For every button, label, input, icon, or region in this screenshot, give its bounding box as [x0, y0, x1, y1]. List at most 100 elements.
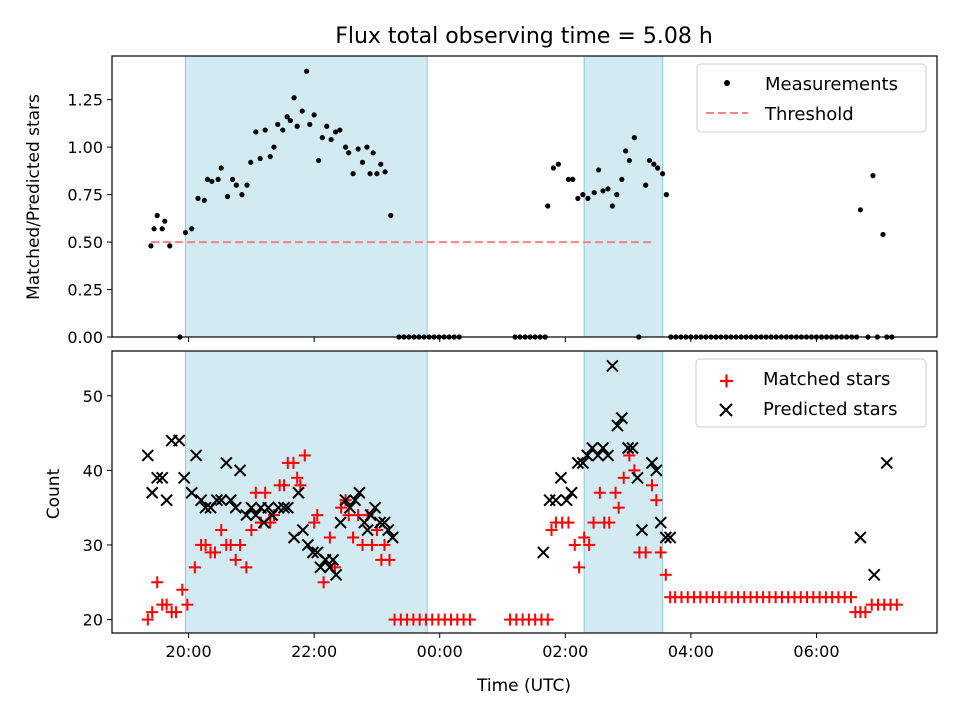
measurement-point — [248, 159, 254, 165]
predicted-star-point — [314, 561, 327, 574]
predicted-star-point — [339, 493, 352, 507]
matched-star-point — [181, 598, 194, 611]
measurement-point — [367, 171, 373, 177]
predicted-star-point — [199, 501, 212, 514]
matched-star-point — [583, 538, 596, 551]
matched-star-point — [562, 516, 575, 529]
measurement-point — [382, 169, 388, 175]
matched-star-point — [323, 531, 336, 544]
bottom-shade-0 — [184, 350, 428, 634]
measurement-point — [660, 171, 666, 177]
measurement-point — [622, 148, 629, 154]
matched-star-point — [259, 486, 272, 499]
predicted-star-point — [240, 508, 253, 522]
measurement-point — [591, 190, 597, 196]
matched-star-point — [278, 479, 291, 492]
measurement-point — [229, 176, 236, 183]
top-ytick-label: 0.00 — [67, 328, 103, 347]
predicted-star-point — [596, 441, 610, 455]
top-y-axis-label: Matched/Predicted stars — [24, 94, 44, 300]
xtick-label: 06:00 — [793, 642, 839, 661]
bottom-ytick-label: 40 — [83, 461, 103, 480]
predicted-star-point — [172, 434, 186, 447]
legend-label-measurements: Measurements — [765, 74, 898, 95]
predicted-star-point — [591, 449, 605, 462]
measurement-point — [609, 203, 615, 209]
bottom-ytick-label: 30 — [83, 536, 103, 555]
top-ytick-label: 0.50 — [67, 233, 103, 252]
xtick-label: 02:00 — [542, 642, 588, 661]
measurement-point — [319, 135, 325, 141]
measurement-point — [224, 193, 231, 200]
measurement-point — [262, 127, 268, 133]
measurement-point — [280, 127, 286, 133]
measurement-point — [215, 176, 221, 183]
matched-star-point — [146, 606, 159, 619]
measurement-point — [346, 150, 352, 156]
predicted-stars-points — [141, 359, 893, 582]
predicted-star-point — [361, 523, 374, 537]
measurement-point — [315, 157, 322, 164]
measurement-point — [364, 144, 370, 150]
matched-star-point — [151, 576, 164, 589]
predicted-star-point — [281, 501, 295, 514]
measurement-point — [646, 157, 653, 164]
predicted-star-point — [386, 531, 399, 544]
measurement-point — [651, 161, 657, 167]
matched-star-point — [568, 538, 581, 551]
predicted-star-point — [229, 501, 242, 514]
bottom-legend: Matched stars Predicted stars — [695, 358, 927, 428]
measurement-point — [154, 212, 160, 219]
measurement-point — [218, 165, 224, 171]
matched-star-point — [264, 516, 277, 529]
predicted-star-point — [880, 456, 893, 470]
matched-star-point — [463, 613, 476, 626]
measurement-point — [328, 136, 334, 143]
predicted-star-point — [150, 471, 164, 485]
matched-star-point — [317, 576, 330, 589]
measurement-point — [307, 121, 313, 127]
matched-star-point — [578, 531, 591, 544]
predicted-star-point — [650, 464, 663, 477]
bottom-y-axis-label: Count — [44, 468, 64, 519]
predicted-star-point — [368, 501, 382, 514]
predicted-star-point — [210, 493, 224, 507]
bottom-y-axis: 20 30 40 50 — [83, 387, 112, 630]
measurement-point — [287, 117, 293, 124]
predicted-star-point — [224, 493, 237, 507]
legend-label-predicted: Predicted stars — [763, 399, 897, 420]
predicted-star-point — [343, 501, 357, 514]
matched-star-point — [176, 583, 189, 596]
matched-star-point — [609, 486, 622, 499]
bottom-ytick-label: 50 — [83, 387, 103, 406]
predicted-star-point — [549, 493, 563, 507]
matched-star-point — [378, 538, 391, 551]
predicted-star-point — [626, 441, 639, 455]
measurement-point — [575, 195, 581, 201]
predicted-star-point — [177, 471, 191, 485]
matched-star-point — [654, 546, 667, 559]
measurement-point — [585, 195, 591, 201]
matched-star-point — [347, 531, 360, 544]
top-legend-box — [696, 63, 927, 133]
matched-star-point — [234, 538, 247, 551]
matched-star-point — [603, 516, 616, 529]
measurement-point — [159, 226, 165, 232]
bottom-plot-frame — [111, 350, 938, 634]
measurement-point — [565, 176, 572, 183]
measurement-point — [605, 186, 611, 192]
measurement-point — [204, 176, 211, 183]
top-ytick-label: 1.00 — [67, 138, 103, 157]
matched-star-point — [859, 606, 872, 619]
legend-label-threshold: Threshold — [764, 104, 854, 125]
top-legend: Measurements Threshold — [696, 63, 927, 133]
measurement-point — [342, 144, 349, 150]
chart-title: Flux total observing time = 5.08 h — [335, 24, 713, 49]
measurement-point — [201, 197, 207, 203]
measurement-point — [355, 146, 361, 152]
x-axis-label: Time (UTC) — [476, 676, 571, 696]
measurement-point — [643, 182, 649, 188]
predicted-star-point — [601, 449, 615, 462]
predicted-star-point — [654, 516, 667, 529]
